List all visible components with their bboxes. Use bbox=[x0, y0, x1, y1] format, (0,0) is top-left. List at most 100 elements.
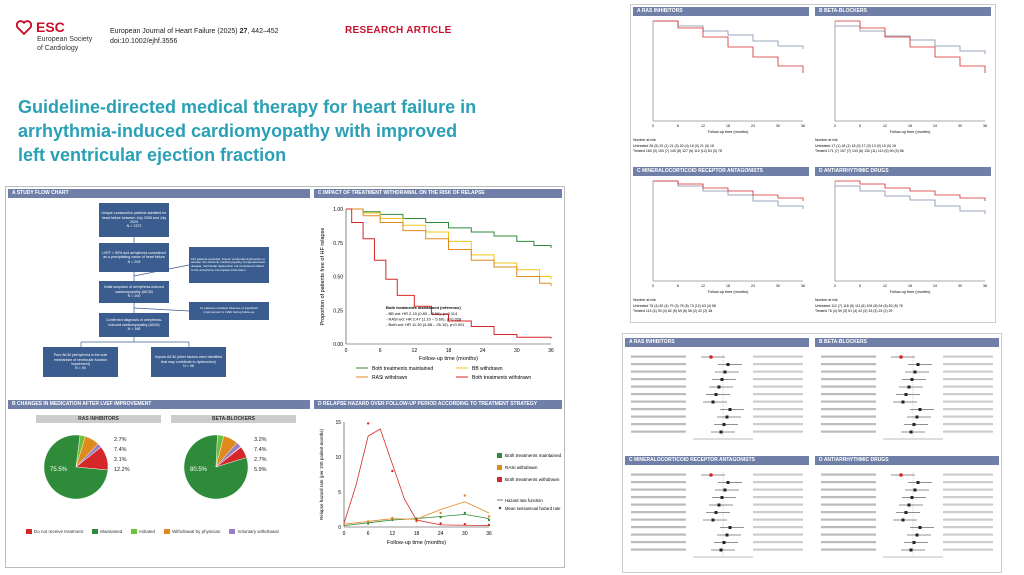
forest-point bbox=[728, 526, 732, 529]
y-tick-label: 5 bbox=[338, 490, 341, 496]
treated-label: Treated 76 (4) 59 (3) 51 (4) 42 (3) 33 (… bbox=[815, 309, 893, 313]
forest-point bbox=[909, 430, 913, 434]
legend-label: Both treatments withdrawn bbox=[505, 477, 560, 482]
panel-c-header: C IMPACT OF TREATMENT WITHDRAWAL ON THE … bbox=[314, 189, 562, 198]
pie-slice bbox=[75, 443, 102, 468]
y-tick-label: 0 bbox=[338, 525, 341, 531]
x-tick-label: 12 bbox=[412, 348, 418, 354]
forest-point bbox=[722, 541, 726, 544]
x-tick-label: 30 bbox=[514, 348, 520, 354]
forest-point bbox=[910, 378, 914, 381]
pie-legend-item: Withdrawal by physician bbox=[164, 529, 220, 534]
x-tick-label: 6 bbox=[859, 124, 861, 128]
pie1-title: RAS INHIBITORS bbox=[36, 415, 161, 423]
treated-label: Treated 171 (7) 157 (7) 143 (6) 130 (11)… bbox=[815, 149, 904, 153]
forest-point bbox=[912, 423, 916, 426]
x-tick-label: 12 bbox=[883, 284, 887, 288]
hazard-point bbox=[366, 422, 370, 425]
x-tick-label: 18 bbox=[908, 124, 912, 128]
forest-point bbox=[918, 526, 922, 529]
pie-slice bbox=[215, 442, 241, 468]
forest-point bbox=[717, 385, 721, 389]
forest-point bbox=[725, 533, 729, 537]
legend-swatch bbox=[497, 477, 502, 482]
x-tick-label: 12 bbox=[883, 124, 887, 128]
hazard-point bbox=[439, 522, 442, 525]
forest-point bbox=[915, 415, 919, 419]
forest-panel: B BETA-BLOCKERS bbox=[813, 334, 1003, 452]
y-tick-label: 15 bbox=[335, 420, 341, 426]
forest-panel-title: D ANTIARRHYTHMIC DRUGS bbox=[815, 456, 999, 465]
forest-point bbox=[901, 400, 905, 404]
x-tick-label: 24 bbox=[438, 531, 444, 537]
forest-point bbox=[722, 423, 726, 426]
flow-box-impure: Impure AiCM (other factors were identifi… bbox=[151, 347, 226, 377]
untreated-label: Untreated 17 (1) 18 (1) 18 (0) 17 (0) 13… bbox=[815, 144, 896, 148]
panel-d-header: D RELAPSE HAZARD OVER FOLLOW-UP PERIOD A… bbox=[314, 400, 562, 409]
forest-point bbox=[723, 370, 727, 374]
panel-b-header: B CHANGES IN MEDICATION AFTER LVEF IMPRO… bbox=[8, 400, 310, 409]
x-axis-label: Follow-up time (months) bbox=[890, 290, 931, 294]
esc-line2: of Cardiology bbox=[37, 45, 79, 52]
x-axis-label: Follow-up time (months) bbox=[708, 290, 749, 294]
pie-label: 2.7% bbox=[254, 457, 267, 463]
esc-short: ESC bbox=[36, 19, 65, 35]
heart-icon bbox=[16, 20, 32, 35]
x-tick-label: 30 bbox=[776, 284, 780, 288]
treated-label: Treated 160 (3) 153 (7) 140 (8) 127 (6) … bbox=[633, 149, 722, 153]
forest-point bbox=[719, 430, 723, 434]
hazard-point bbox=[487, 518, 491, 522]
forest-point bbox=[916, 481, 920, 484]
untreated-label: Untreated 26 (5) 22 (1) 21 (3) 20 (4) 16… bbox=[633, 144, 714, 148]
forest-figure: A RAS INHIBITORS B BETA-BLOCKERS C MINERAL… bbox=[622, 333, 1002, 573]
y-tick-label: 0.50 bbox=[333, 275, 343, 281]
forest-point bbox=[909, 548, 913, 552]
x-tick-label: 30 bbox=[776, 124, 780, 128]
km-panel-title: B BETA-BLOCKERS bbox=[815, 7, 991, 16]
km-panel: A RAS INHIBITORS 0 6 12 18 24 30 36 Follow-up ti… bbox=[631, 5, 813, 165]
legend-label: Both treatments maintained bbox=[505, 453, 562, 458]
forest-point bbox=[912, 541, 916, 544]
untreated-label: Untreated 112 (7) 118 (5) 111 (6) 105 (8… bbox=[815, 304, 903, 308]
x-tick-label: 18 bbox=[726, 124, 730, 128]
x-tick-label: 24 bbox=[933, 284, 937, 288]
x-tick-label: 18 bbox=[908, 284, 912, 288]
x-tick-label: 0 bbox=[834, 124, 836, 128]
forest-point bbox=[916, 363, 920, 366]
annot-line: - RASi wd: HR 2.47 (1.10 – 5.60), p=0.02… bbox=[386, 317, 462, 322]
km-relapse-chart: 0.00 0.25 0.50 0.75 1.00 0 6 12 18 24 30 36 Follow-u… bbox=[320, 207, 554, 381]
nrisk-label: Number at risk bbox=[633, 298, 656, 302]
km-line bbox=[653, 20, 804, 73]
forest-point bbox=[913, 370, 917, 374]
nrisk-label: Number at risk bbox=[815, 138, 838, 142]
forest-point bbox=[726, 481, 730, 484]
hazard-point bbox=[463, 523, 467, 526]
legend-swatch bbox=[497, 453, 502, 458]
legend-label: Hazard rate function bbox=[505, 498, 543, 503]
treated-label: Treated 113 (4) 93 (4) 82 (5) 69 (6) 56 … bbox=[633, 309, 712, 313]
x-tick-label: 18 bbox=[446, 348, 452, 354]
y-tick-label: 0.00 bbox=[333, 342, 343, 348]
km-series-line bbox=[346, 208, 552, 286]
flow-box-lvef: LVEF < 50% and arrhythmia considered as … bbox=[99, 243, 169, 272]
km-line bbox=[835, 20, 986, 73]
pie-label: 7.4% bbox=[114, 447, 127, 453]
hazard-point bbox=[463, 494, 467, 497]
km-line bbox=[835, 180, 986, 201]
km-line bbox=[653, 180, 804, 209]
hazard-point bbox=[366, 520, 370, 523]
y-axis-label: Relapse hazard rate (per 100 patient-mon… bbox=[319, 428, 324, 520]
km-panel: B BETA-BLOCKERS 0 6 12 18 24 30 36 Follow-up tim… bbox=[813, 5, 995, 165]
legend-label: RASi withdrawn bbox=[505, 465, 538, 470]
pie-legend-item: Voluntary withdrawal bbox=[229, 529, 279, 534]
legend-label: BB withdrawn bbox=[472, 366, 503, 372]
pie-label: 3.2% bbox=[254, 437, 267, 443]
x-axis-label: Follow-up time (months) bbox=[708, 130, 749, 134]
forest-panel: A RAS INHIBITORS bbox=[623, 334, 813, 452]
esc-line1: European Society bbox=[37, 36, 93, 43]
x-tick-label: 0 bbox=[652, 124, 654, 128]
hazard-point bbox=[366, 522, 370, 525]
hazard-point bbox=[487, 523, 491, 527]
forest-panel: C MINERALOCORTICOID RECEPTOR ANTAGONISTS bbox=[623, 452, 813, 570]
x-tick-label: 0 bbox=[652, 284, 654, 288]
